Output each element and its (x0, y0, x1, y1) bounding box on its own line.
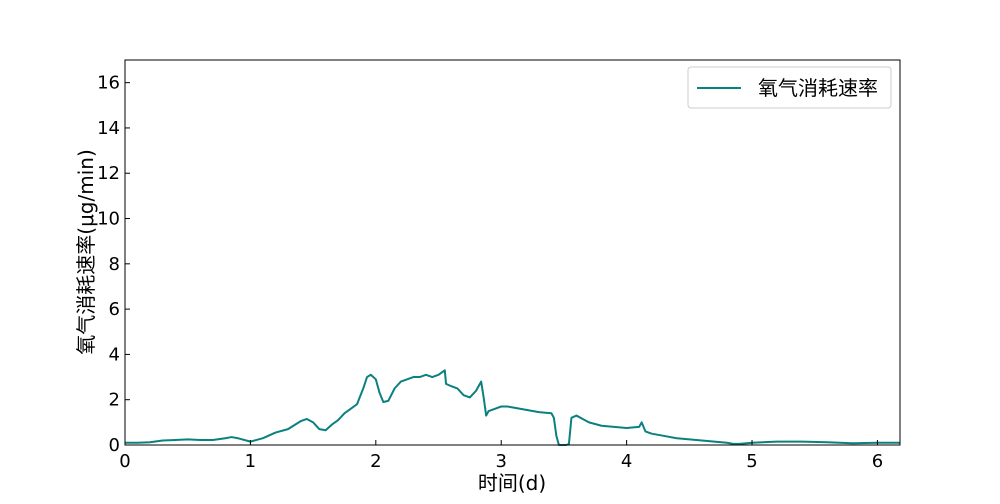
y-tick-label: 16 (97, 73, 120, 94)
y-tick-label: 6 (109, 299, 120, 320)
legend-box (687, 66, 892, 109)
axes-frame (124, 59, 901, 446)
x-tick-label: 4 (621, 451, 632, 472)
y-tick-label: 0 (109, 435, 120, 456)
y-tick-label: 12 (97, 163, 120, 184)
series-line-0 (125, 369, 900, 446)
x-tick-label: 0 (119, 451, 130, 472)
legend: 氧气消耗速率 (687, 66, 892, 109)
x-tick-label: 1 (245, 451, 256, 472)
y-tick-label: 8 (109, 254, 120, 275)
y-tick-label: 2 (109, 390, 120, 411)
x-tick-label: 3 (495, 451, 506, 472)
legend-label: 氧气消耗速率 (758, 76, 878, 100)
y-tick-label: 4 (109, 344, 120, 365)
x-axis-label: 时间(d) (478, 471, 546, 495)
y-tick-label: 10 (97, 209, 120, 230)
x-tick-label: 6 (872, 451, 883, 472)
plot-area (125, 369, 900, 446)
y-tick-label: 14 (97, 118, 120, 139)
y-axis-label: 氧气消耗速率(μg/min) (74, 149, 98, 354)
x-tick-label: 2 (370, 451, 381, 472)
x-tick-label: 5 (746, 451, 757, 472)
